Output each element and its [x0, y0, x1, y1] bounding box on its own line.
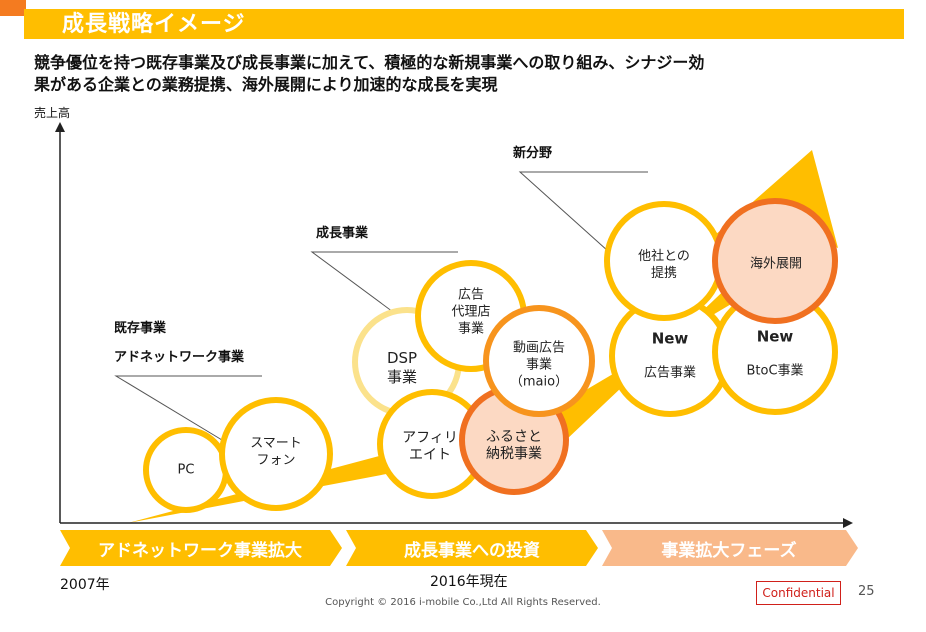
- new-ad-subtitle: 広告事業: [643, 365, 697, 381]
- phase-3-bg: [602, 530, 858, 566]
- headline-line-2: 果がある企業との業務提携、海外展開により加速的な成長を実現: [34, 75, 498, 94]
- agency-label: 広告 代理店 事業: [451, 287, 491, 337]
- copyright: Copyright © 2016 i-mobile Co.,Ltd All Ri…: [325, 597, 601, 608]
- start-year: 2007年: [60, 577, 110, 593]
- new-btoc-subtitle: BtoC事業: [746, 363, 804, 379]
- label-growth-business: 成長事業: [316, 226, 369, 241]
- headline: 競争優位を持つ既存事業及び成長事業に加えて、積極的な新規事業への取り組み、シナジ…: [34, 52, 914, 96]
- label-ad-network-business: アドネットワーク事業: [114, 350, 245, 365]
- y-axis-label: 売上高: [34, 106, 71, 120]
- page-number: 25: [858, 584, 875, 599]
- video-ad-label: 動画広告 事業 （maio）: [509, 340, 569, 390]
- new-ad-label: New 広告事業: [644, 314, 696, 399]
- label-new-field: 新分野: [513, 146, 553, 161]
- alliance-label: 他社との 提携: [638, 249, 690, 281]
- new-btoc-label: New BtoC事業: [746, 312, 803, 397]
- overseas-circle: [712, 198, 838, 324]
- callout-existing: [114, 375, 262, 441]
- phase-1-bg: [60, 530, 342, 566]
- y-axis-arrowhead: [55, 122, 65, 132]
- phase-3-label: 事業拡大フェーズ: [661, 540, 797, 561]
- current-year: 2016年現在: [430, 574, 508, 590]
- pc-label: PC: [177, 462, 195, 478]
- affiliate-label: アフィリ エイト: [402, 430, 458, 463]
- confidential-badge: Confidential: [756, 581, 841, 605]
- x-axis-arrowhead: [843, 518, 853, 528]
- dsp-label: DSP 事業: [386, 349, 418, 386]
- phase-2-bg: [346, 530, 598, 566]
- video-ad-circle: [483, 305, 595, 417]
- new-btoc-title: New: [756, 327, 794, 346]
- furusato-label: ふるさと 納税事業: [486, 429, 542, 462]
- phase-1-label: アドネットワーク事業拡大: [98, 540, 302, 561]
- accent-square: [0, 0, 26, 16]
- slide-title: 成長戦略イメージ: [62, 12, 246, 37]
- new-ad-title: New: [651, 329, 689, 348]
- label-existing-business: 既存事業: [114, 321, 167, 336]
- title-bar: [24, 9, 904, 39]
- smartphone-label: スマート フォン: [250, 436, 302, 468]
- callout-new: [518, 171, 648, 261]
- overseas-label: 海外展開: [749, 256, 803, 272]
- callout-growth: [310, 251, 458, 327]
- smartphone-circle: [219, 397, 333, 511]
- phase-2-label: 成長事業への投資: [404, 540, 540, 561]
- headline-line-1: 競争優位を持つ既存事業及び成長事業に加えて、積極的な新規事業への取り組み、シナジ…: [34, 53, 705, 72]
